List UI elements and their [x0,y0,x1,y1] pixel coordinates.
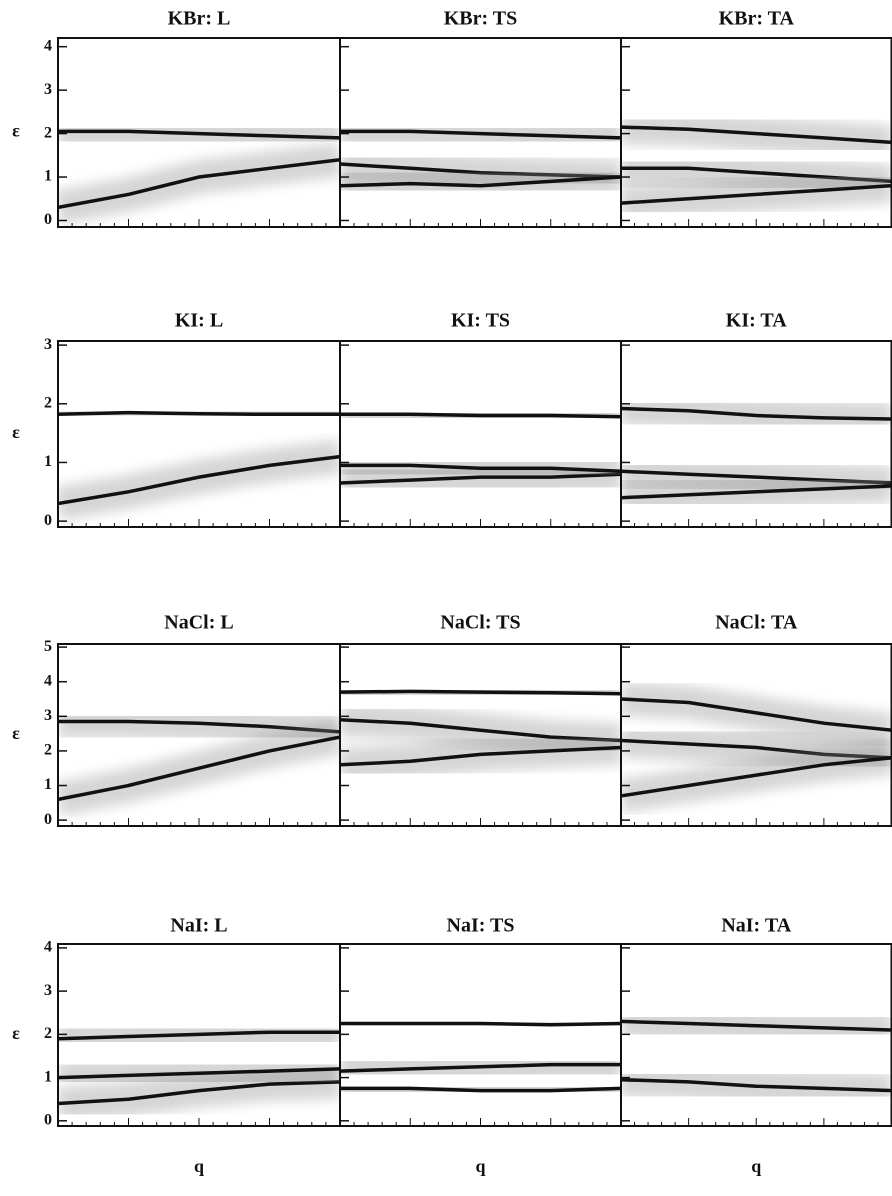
dispersion-curve [58,157,340,210]
dispersion-curve [340,175,621,188]
y-tick-label: 0 [44,1111,52,1128]
y-tick-label: 0 [44,512,52,529]
dispersion-curve [340,463,621,474]
y-axis-label: ε [12,1023,20,1043]
y-tick-label: 4 [44,672,52,689]
dispersion-curve [340,129,621,140]
dispersion-curve [340,1021,621,1027]
panel-title: KBr: L [168,8,231,30]
panel-title: KI: TS [451,310,510,332]
x-axis-label: q [194,1156,204,1176]
dispersion-curve [621,125,892,145]
dispersion-curve [58,1067,340,1080]
panel-title: NaCl: TA [715,612,798,634]
dispersion-curve [58,1030,340,1041]
y-tick-label: 1 [44,453,52,470]
y-tick-label: 3 [44,707,52,724]
dispersion-curve [58,719,340,734]
panel-title: NaI: TA [721,915,791,937]
panel-title: NaCl: TS [440,612,520,634]
panel-plot [621,391,892,515]
y-tick-label: 2 [44,394,52,411]
y-tick-label: 2 [44,1025,52,1042]
dispersion-curve [621,697,892,732]
y-tick-label: 1 [44,168,52,185]
dispersion-curve [621,1019,892,1032]
y-tick-label: 1 [44,1068,52,1085]
panel-title: NaI: L [170,915,227,937]
panel-plot [58,704,340,817]
panel-title: KI: L [175,310,223,332]
dispersion-curve [58,410,340,417]
dispersion-curve [340,412,621,419]
dispersion-curve [340,1062,621,1073]
y-tick-label: 1 [44,776,52,793]
y-tick-label: 0 [44,811,52,828]
dispersion-curve [58,129,340,140]
panel-plot [58,114,340,225]
panel-title: KBr: TA [719,8,795,30]
dispersion-curve [58,735,340,802]
panel-title: KBr: TS [444,8,518,30]
panel-plot [58,1015,340,1121]
panel-plot [340,114,621,203]
x-axis-label: q [751,1156,761,1176]
dispersion-curve [621,1077,892,1093]
panel-plot [340,674,621,782]
panel-plot [621,1004,892,1108]
panel-plot [621,110,892,221]
panel-plot [621,682,892,813]
dispersion-curve [621,484,892,500]
panel-plot [340,1006,621,1108]
dispersion-curve [340,1086,621,1093]
y-tick-label: 5 [44,638,52,655]
panel-title: NaI: TS [447,915,515,937]
dispersion-curve [621,756,892,798]
y-axis-label: ε [12,723,20,743]
dispersion-curve [58,454,340,506]
dispersion-curve [621,183,892,205]
panel-title: NaCl: L [164,612,233,634]
y-axis-label: ε [12,422,20,442]
dispersion-curve [340,689,621,696]
dispersion-curve [340,745,621,767]
y-tick-label: 3 [44,336,52,353]
y-tick-label: 0 [44,211,52,228]
y-tick-label: 2 [44,124,52,141]
y-axis-label: ε [12,121,20,141]
y-tick-label: 3 [44,81,52,98]
panel-plot [58,395,340,521]
y-tick-label: 2 [44,742,52,759]
dispersion-curve [621,406,892,421]
y-tick-label: 4 [44,37,52,54]
panel-frame [339,340,622,528]
panel-plot [340,397,621,500]
panel-title: KI: TA [726,310,787,332]
x-axis-label: q [475,1156,485,1176]
y-tick-label: 4 [44,939,52,956]
y-tick-label: 3 [44,982,52,999]
